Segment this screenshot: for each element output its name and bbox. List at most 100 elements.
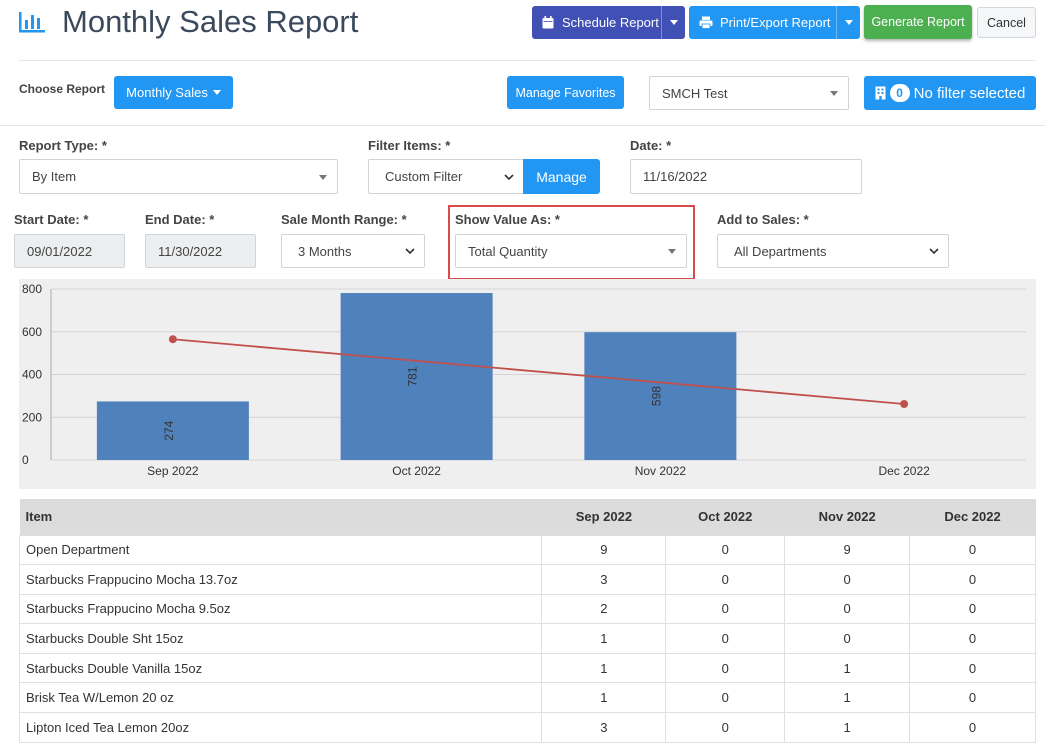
table-cell: 0	[784, 623, 911, 654]
end-date-value: 11/30/2022	[158, 243, 223, 259]
table-row: Starbucks Frappucino Mocha 13.7oz 3 0 0 0	[18, 564, 1036, 595]
date-input[interactable]: 11/16/2022	[630, 159, 862, 194]
trend-line	[172, 338, 905, 405]
table-cell: 1	[784, 682, 911, 714]
print-dropdown-toggle[interactable]	[836, 6, 860, 39]
table-header-row: Item Sep 2022 Oct 2022 Nov 2022 Dec 2022	[19, 499, 1036, 535]
show-value-select[interactable]: Total Quantity	[455, 234, 687, 268]
trend-point	[168, 335, 177, 344]
month-range-value: 3 Months	[298, 243, 352, 259]
table-cell: 0	[665, 652, 786, 684]
x-tick-label: Nov 2022	[635, 464, 687, 478]
printer-icon	[699, 16, 713, 29]
column-header: Dec 2022	[909, 499, 1036, 535]
x-tick-label: Sep 2022	[147, 464, 199, 478]
y-tick-label: 800	[22, 282, 42, 296]
show-value-label: Show Value As: *	[455, 212, 560, 227]
table-cell: 0	[784, 564, 911, 595]
table-row: Lipton Iced Tea Lemon 20oz 3 0 1 0	[18, 712, 1036, 743]
report-type-value: By Item	[32, 169, 77, 184]
date-value: 11/16/2022	[643, 169, 708, 184]
table-cell: 0	[665, 712, 786, 743]
table-cell: Brisk Tea W/Lemon 20 oz	[18, 682, 543, 714]
table-cell: 9	[784, 534, 911, 566]
start-date-value: 09/01/2022	[27, 243, 93, 259]
y-tick-label: 400	[22, 368, 42, 382]
table-row: Brisk Tea W/Lemon 20 oz 1 0 1 0	[18, 682, 1036, 714]
choose-report-value: Monthly Sales	[126, 85, 208, 100]
table-cell: 0	[665, 593, 786, 625]
bar-data-label: 781	[406, 366, 420, 386]
add-to-sales-value: All Departments	[734, 243, 827, 259]
table-cell: 0	[909, 712, 1036, 743]
chevron-down-icon	[405, 248, 415, 255]
bar	[340, 293, 493, 460]
start-date-input[interactable]: 09/01/2022	[14, 234, 125, 268]
trend-point	[900, 399, 909, 408]
bar-data-label: 598	[649, 386, 663, 406]
table-cell: 0	[909, 593, 1036, 625]
x-tick-label: Oct 2022	[392, 464, 441, 478]
table-cell: 0	[909, 682, 1036, 714]
table-cell: 3	[541, 564, 667, 595]
store-select[interactable]: SMCH Test	[649, 76, 849, 110]
table-row: Starbucks Frappucino Mocha 9.5oz 2 0 0 0	[18, 593, 1036, 625]
table-cell: 1	[541, 623, 667, 654]
caret-down-icon	[844, 20, 853, 25]
report-type-select[interactable]: By Item	[19, 159, 338, 194]
table-cell: 0	[665, 682, 786, 714]
table-row: Starbucks Double Sht 15oz 1 0 0 0	[18, 623, 1036, 654]
y-tick-label: 200	[22, 410, 42, 424]
table-cell: 1	[541, 652, 667, 684]
select-arrow-icon	[830, 91, 838, 96]
table-cell: 0	[909, 534, 1036, 566]
bar-chart-icon	[19, 12, 45, 33]
column-header: Sep 2022	[541, 499, 666, 535]
add-to-sales-label: Add to Sales: *	[717, 212, 809, 227]
print-export-button[interactable]: Print/Export Report	[689, 6, 860, 39]
schedule-dropdown-toggle[interactable]	[661, 6, 685, 39]
filter-items-select[interactable]: Custom Filter	[368, 159, 524, 194]
add-to-sales-select[interactable]: All Departments	[717, 234, 949, 268]
table-row: Open Department 9 0 9 0	[18, 534, 1036, 566]
start-date-label: Start Date: *	[14, 212, 89, 227]
table-cell: Lipton Iced Tea Lemon 20oz	[18, 712, 543, 743]
y-tick-label: 600	[22, 325, 42, 339]
table-cell: Open Department	[18, 534, 543, 566]
manage-filter-button[interactable]: Manage	[523, 159, 600, 194]
table-cell: 0	[665, 534, 786, 566]
table-cell: 0	[665, 564, 786, 595]
cancel-button[interactable]: Cancel	[977, 7, 1036, 38]
filter-label: No filter selected	[913, 84, 1026, 102]
end-date-label: End Date: *	[145, 212, 215, 227]
table-cell: 9	[541, 534, 667, 566]
table-cell: 0	[909, 623, 1036, 654]
column-header: Item	[19, 499, 542, 535]
bar	[96, 401, 249, 460]
month-range-label: Sale Month Range: *	[281, 212, 407, 227]
x-tick-label: Dec 2022	[878, 464, 930, 478]
generate-report-button[interactable]: Generate Report	[864, 5, 972, 39]
chevron-down-icon	[929, 248, 939, 255]
end-date-input[interactable]: 11/30/2022	[145, 234, 256, 268]
manage-favorites-button[interactable]: Manage Favorites	[507, 76, 624, 109]
bar	[584, 332, 737, 460]
month-range-select[interactable]: 3 Months	[281, 234, 425, 268]
select-arrow-icon	[668, 249, 676, 254]
column-header: Oct 2022	[665, 499, 785, 535]
choose-report-dropdown[interactable]: Monthly Sales	[114, 76, 233, 109]
table-cell: Starbucks Frappucino Mocha 13.7oz	[18, 564, 543, 595]
divider	[19, 60, 1036, 61]
filter-button[interactable]: 0 No filter selected	[864, 76, 1036, 110]
choose-report-label: Choose Report	[19, 82, 106, 96]
schedule-report-label: Schedule Report	[562, 15, 659, 30]
table-row: Starbucks Double Vanilla 15oz 1 0 1 0	[18, 652, 1036, 684]
y-tick-label: 0	[22, 453, 29, 467]
caret-down-icon	[669, 20, 678, 25]
show-value-value: Total Quantity	[468, 243, 548, 259]
divider	[0, 125, 1045, 126]
table-cell: 0	[909, 652, 1036, 684]
filter-count-badge: 0	[889, 84, 910, 102]
schedule-report-button[interactable]: Schedule Report	[532, 6, 685, 39]
report-type-label: Report Type: *	[19, 138, 107, 153]
